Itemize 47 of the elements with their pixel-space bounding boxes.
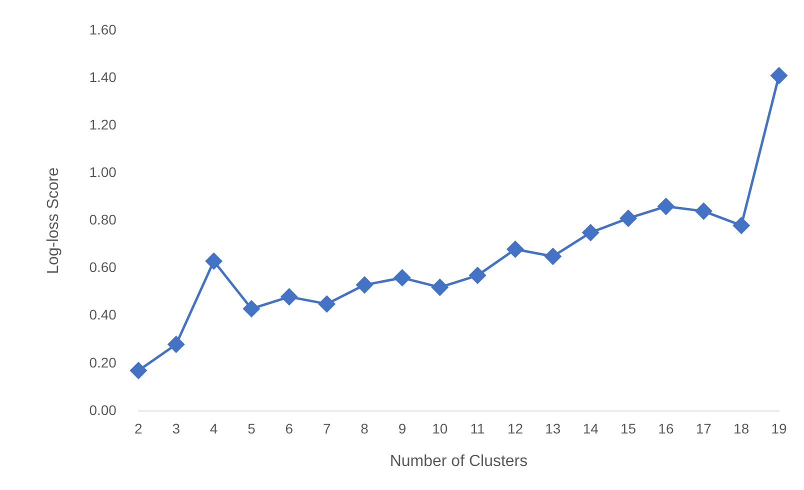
x-tick-label: 2 (134, 420, 143, 436)
point (469, 267, 486, 284)
point (658, 198, 674, 215)
x-tick-label: 12 (507, 420, 524, 436)
x-tick-label: 7 (322, 420, 331, 436)
point (243, 300, 260, 317)
y-tick-label: 0.20 (89, 354, 117, 370)
x-tick-label: 18 (734, 420, 750, 436)
x-tick-label: 8 (360, 420, 369, 436)
point (620, 210, 637, 227)
point (206, 252, 222, 270)
x-tick-label: 15 (620, 420, 636, 436)
x-tick-label: 3 (172, 420, 180, 436)
point (695, 202, 712, 220)
y-tick-label: 0.60 (89, 259, 117, 276)
x-tick-label: 17 (696, 420, 712, 436)
point (130, 362, 147, 379)
x-tick-label: 10 (432, 420, 448, 436)
point (770, 67, 788, 84)
point (318, 296, 336, 312)
y-tick-label: 1.20 (89, 116, 117, 132)
y-tick-label: 1.40 (89, 68, 117, 85)
point (582, 224, 599, 241)
y-tick-label: 0.00 (89, 402, 117, 418)
y-tick-label: 1.00 (89, 164, 117, 180)
x-tick-label: 16 (658, 420, 674, 436)
x-tick-label: 5 (248, 420, 256, 436)
x-axis-title: Number of Clusters (390, 452, 528, 470)
x-tick-label: 14 (582, 420, 599, 436)
y-tick-label: 0.40 (89, 306, 117, 323)
point (356, 276, 373, 294)
x-tick-label: 6 (285, 420, 294, 436)
x-tick-label: 4 (210, 420, 218, 436)
x-tick-label: 19 (771, 420, 787, 436)
point (280, 288, 298, 306)
point (168, 336, 184, 353)
x-tick-label: 13 (545, 420, 561, 436)
x-tick-label: 9 (398, 420, 406, 436)
point (394, 270, 410, 286)
point (544, 248, 562, 265)
point (733, 217, 750, 234)
point (432, 279, 448, 296)
x-tick-label: 11 (470, 420, 486, 436)
y-axis-title: Log-loss Score (45, 167, 62, 274)
y-tick-label: 1.60 (89, 21, 117, 38)
point (506, 240, 524, 258)
y-tick-label: 0.80 (89, 212, 117, 228)
